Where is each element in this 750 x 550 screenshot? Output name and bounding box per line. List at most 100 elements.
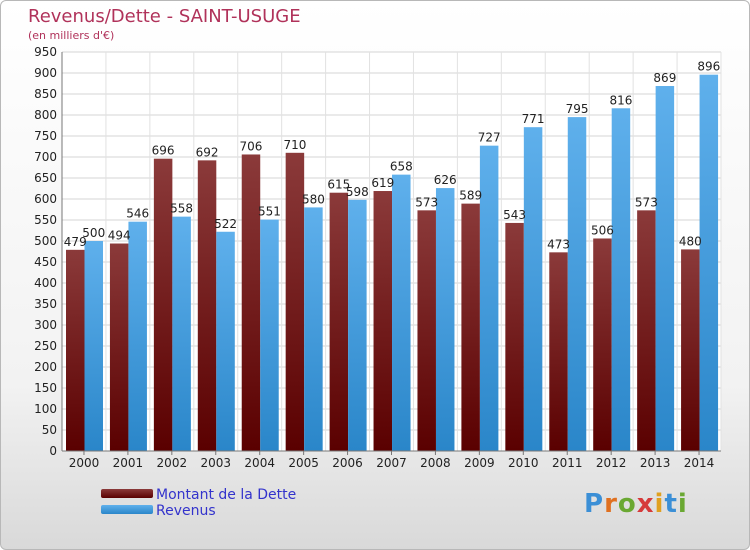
- y-tick-label: 250: [34, 339, 57, 353]
- y-tick-label: 100: [34, 402, 57, 416]
- bar-revenue: [348, 199, 367, 451]
- y-tick-label: 550: [34, 213, 57, 227]
- data-label-debt: 696: [152, 144, 175, 158]
- data-label-revenue: 580: [302, 192, 325, 206]
- x-tick-label: 2003: [200, 456, 231, 470]
- data-label-debt: 706: [240, 139, 263, 153]
- y-tick-label: 450: [34, 255, 57, 269]
- data-label-debt: 506: [591, 223, 614, 237]
- bar-revenue: [699, 74, 719, 452]
- y-tick-label: 900: [34, 66, 57, 80]
- bar-debt: [417, 210, 436, 451]
- data-label-revenue: 795: [566, 102, 589, 116]
- bar-debt: [241, 154, 261, 452]
- chart-subtitle: (en milliers d'€): [28, 29, 115, 42]
- legend-label-debt: Montant de la Dette: [156, 487, 297, 503]
- y-tick-label: 50: [42, 423, 57, 437]
- bar-debt: [637, 210, 656, 451]
- y-tick-label: 150: [34, 381, 57, 395]
- legend-swatch-revenue: [101, 505, 153, 514]
- bar-revenue: [260, 219, 279, 451]
- data-label-revenue: 522: [214, 217, 237, 231]
- bar-revenue: [172, 216, 191, 451]
- x-tick-label: 2002: [157, 456, 188, 470]
- data-label-revenue: 869: [653, 71, 676, 85]
- data-label-debt: 692: [196, 145, 219, 159]
- chart-title: Revenus/Dette - SAINT-USUGE: [28, 6, 301, 27]
- data-label-revenue: 896: [697, 60, 720, 74]
- data-label-debt: 619: [371, 176, 394, 190]
- data-label-revenue: 551: [258, 205, 281, 219]
- y-tick-label: 200: [34, 360, 57, 374]
- bar-revenue: [128, 221, 147, 451]
- x-tick-label: 2001: [113, 456, 144, 470]
- x-tick-label: 2005: [288, 456, 319, 470]
- data-label-debt: 480: [679, 234, 702, 248]
- data-label-revenue: 558: [170, 202, 193, 216]
- x-tick-label: 2012: [596, 456, 627, 470]
- data-label-debt: 615: [327, 178, 350, 192]
- y-tick-label: 400: [34, 276, 57, 290]
- bar-revenue: [523, 127, 543, 452]
- bar-debt: [593, 238, 612, 451]
- legend-label-revenue: Revenus: [156, 503, 216, 519]
- data-label-revenue: 598: [346, 185, 369, 199]
- x-tick-label: 2004: [244, 456, 275, 470]
- bar-revenue: [304, 207, 323, 451]
- y-tick-label: 750: [34, 129, 57, 143]
- bar-debt: [505, 222, 524, 451]
- y-tick-label: 700: [34, 150, 57, 164]
- data-label-debt: 710: [283, 138, 306, 152]
- data-label-debt: 473: [547, 237, 570, 251]
- x-tick-label: 2011: [552, 456, 583, 470]
- data-label-revenue: 727: [478, 131, 501, 145]
- data-label-debt: 573: [635, 195, 658, 209]
- bar-revenue: [655, 86, 675, 452]
- bar-debt: [285, 152, 305, 452]
- legend-swatch-debt: [101, 489, 153, 498]
- bar-revenue: [84, 241, 103, 451]
- bar-debt: [153, 158, 173, 451]
- bar-revenue: [216, 231, 235, 451]
- data-label-debt: 543: [503, 208, 526, 222]
- y-tick-label: 0: [49, 444, 57, 458]
- bar-debt: [329, 192, 349, 451]
- data-label-debt: 479: [64, 235, 87, 249]
- x-tick-label: 2009: [464, 456, 495, 470]
- y-tick-label: 850: [34, 87, 57, 101]
- x-tick-label: 2000: [69, 456, 100, 470]
- data-label-debt: 589: [459, 189, 482, 203]
- data-label-revenue: 658: [390, 160, 413, 174]
- y-tick-label: 950: [34, 45, 57, 59]
- data-label-revenue: 771: [522, 112, 545, 126]
- bar-debt: [549, 252, 568, 451]
- bar-revenue: [611, 108, 631, 451]
- data-label-revenue: 816: [609, 93, 632, 107]
- bar-revenue: [567, 117, 587, 451]
- data-label-revenue: 546: [126, 207, 149, 221]
- data-label-revenue: 626: [434, 173, 457, 187]
- y-tick-label: 600: [34, 192, 57, 206]
- x-tick-label: 2008: [420, 456, 451, 470]
- x-tick-label: 2007: [376, 456, 407, 470]
- y-tick-label: 500: [34, 234, 57, 248]
- x-tick-label: 2006: [332, 456, 363, 470]
- x-tick-label: 2010: [508, 456, 539, 470]
- bar-revenue: [479, 145, 499, 451]
- bar-debt: [66, 249, 85, 451]
- y-tick-label: 650: [34, 171, 57, 185]
- data-label-debt: 573: [415, 195, 438, 209]
- bar-revenue: [435, 188, 455, 451]
- y-tick-label: 300: [34, 318, 57, 332]
- bar-debt: [197, 160, 217, 452]
- x-tick-label: 2014: [684, 456, 715, 470]
- y-tick-label: 350: [34, 297, 57, 311]
- x-tick-label: 2013: [640, 456, 671, 470]
- bar-debt: [109, 243, 129, 451]
- bar-revenue: [392, 174, 411, 451]
- bar-debt: [461, 203, 480, 451]
- proxiti-logo: Proxiti: [584, 489, 688, 519]
- y-tick-label: 800: [34, 108, 57, 122]
